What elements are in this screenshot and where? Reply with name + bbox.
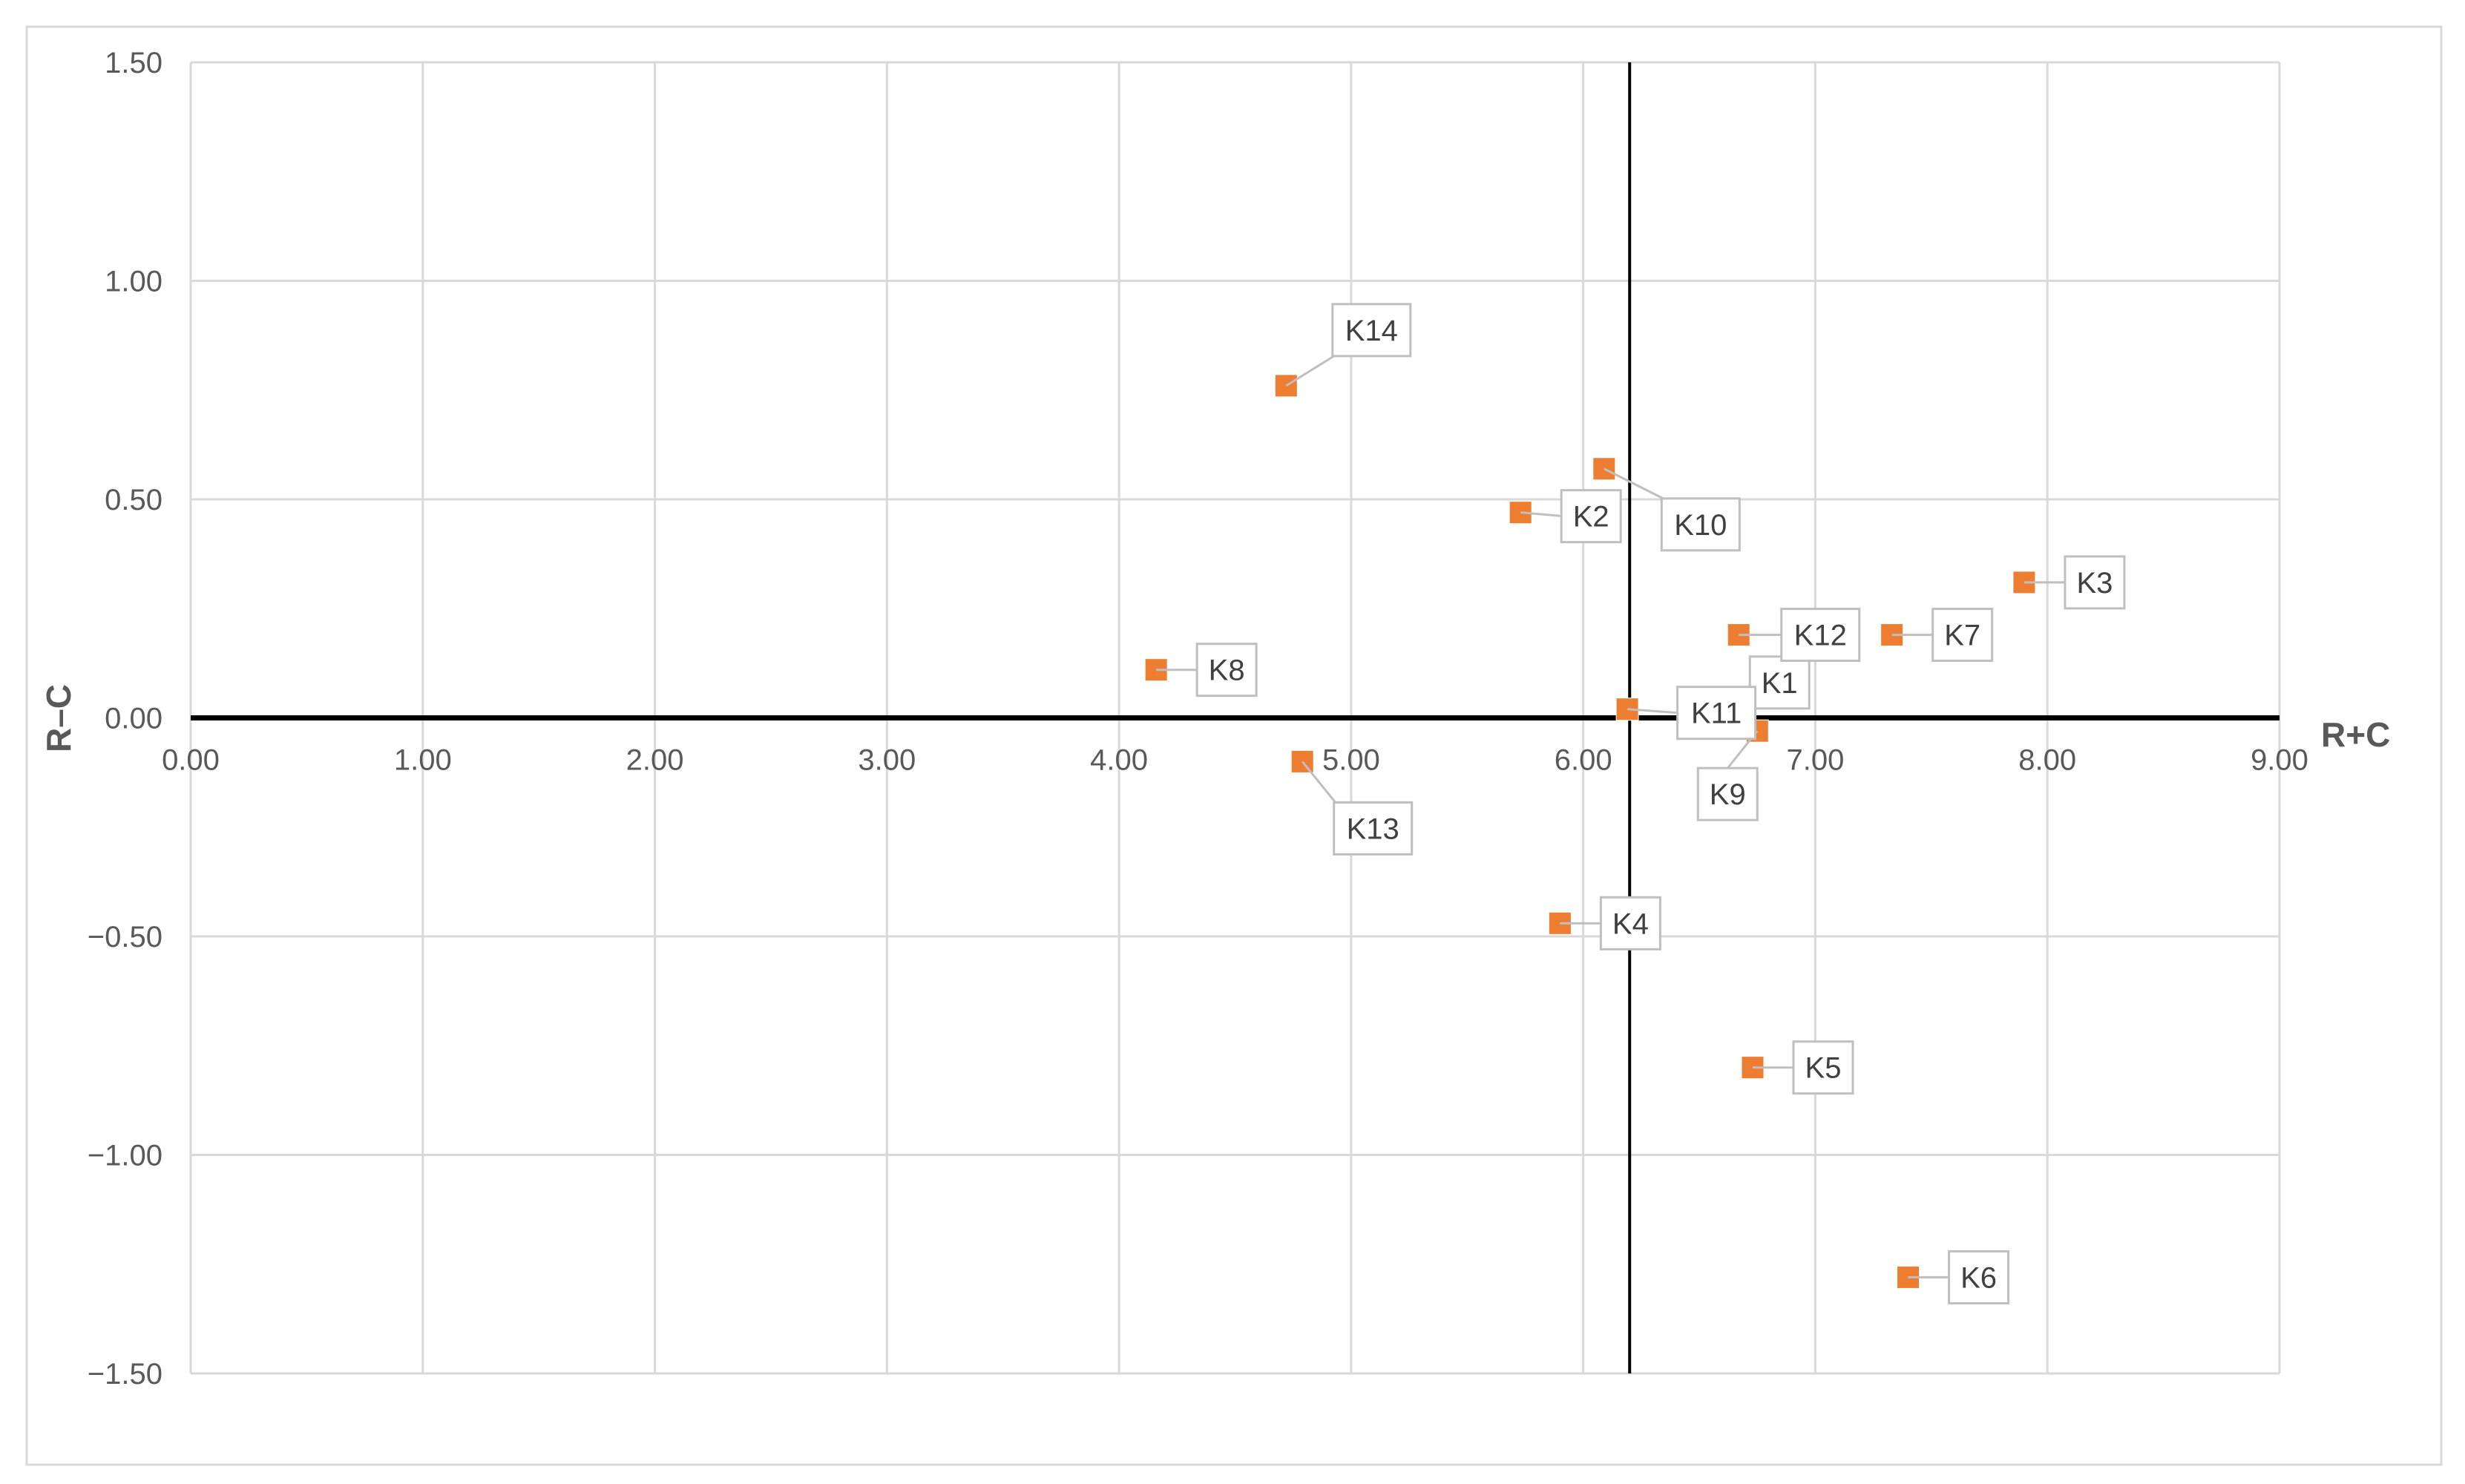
data-label-box: [2064, 555, 2126, 610]
y-tick-label: 0.50: [105, 484, 163, 516]
data-label-box: [1660, 497, 1741, 552]
leader-line: [1627, 708, 1679, 715]
chart-border: [25, 25, 2443, 1466]
x-tick-label: 8.00: [2018, 744, 2076, 777]
y-axis-title: R–C: [39, 684, 78, 752]
x-tick-label: 2.00: [626, 744, 684, 777]
x-tick-label: 6.00: [1555, 744, 1612, 777]
tick-layer: 0.00 1.00 2.00 3.00 4.00 5.00 6.00 7.00 8.00 9.00…: [88, 47, 2308, 1391]
data-label-box: [1748, 655, 1811, 710]
x-tick-label: 0.00: [162, 744, 220, 777]
data-label-k1: K1: [1762, 667, 1798, 700]
data-label-box: [1195, 643, 1258, 697]
leader-line: [1520, 511, 1563, 518]
x-tick-label: 5.00: [1322, 744, 1380, 777]
data-label-box: [1331, 303, 1412, 358]
data-label-k14: K14: [1345, 315, 1398, 347]
data-label-box: [1560, 489, 1622, 544]
data-label-k10: K10: [1674, 509, 1727, 542]
x-tick-label: 1.00: [394, 744, 452, 777]
leader-line: [1604, 467, 1664, 500]
data-label-box: [1948, 1250, 2010, 1304]
label-layer: K1 K2 K3 K4 K5 K6 K7 K8 K9 K10 K11 K12 K13 K14: [1156, 303, 2126, 1304]
data-label-k6: K6: [1960, 1261, 1997, 1294]
y-tick-label: 0.00: [105, 703, 163, 735]
x-tick-label: 4.00: [1090, 744, 1148, 777]
leader-line: [1302, 761, 1336, 804]
data-label-k3: K3: [2076, 567, 2113, 600]
data-label-k5: K5: [1805, 1052, 1842, 1085]
data-label-k2: K2: [1573, 501, 1609, 533]
data-label-k7: K7: [1944, 620, 1980, 652]
y-tick-label: −1.50: [88, 1358, 163, 1391]
data-label-box: [1931, 608, 1994, 663]
data-label-box: [1792, 1040, 1854, 1095]
leader-line: [1285, 355, 1335, 387]
data-label-box: [1599, 896, 1661, 951]
data-label-box: [1696, 766, 1759, 821]
data-label-k11: K11: [1691, 697, 1742, 730]
x-axis-title: R+C: [2321, 715, 2390, 754]
y-tick-label: 1.50: [105, 47, 163, 79]
data-label-box: [1333, 801, 1414, 856]
data-label-box: [1676, 686, 1757, 741]
data-label-k9: K9: [1710, 778, 1746, 811]
x-tick-label: 7.00: [1787, 744, 1845, 777]
y-tick-label: 1.00: [105, 266, 163, 298]
y-tick-label: −1.00: [88, 1140, 163, 1172]
data-label-box: [1780, 608, 1861, 663]
y-tick-label: −0.50: [88, 921, 163, 953]
x-tick-label: 9.00: [2251, 744, 2308, 777]
data-label-k4: K4: [1612, 907, 1649, 940]
x-tick-label: 3.00: [858, 744, 916, 777]
data-label-k13: K13: [1347, 812, 1399, 845]
data-label-k12: K12: [1794, 620, 1847, 652]
data-label-k8: K8: [1209, 654, 1245, 687]
